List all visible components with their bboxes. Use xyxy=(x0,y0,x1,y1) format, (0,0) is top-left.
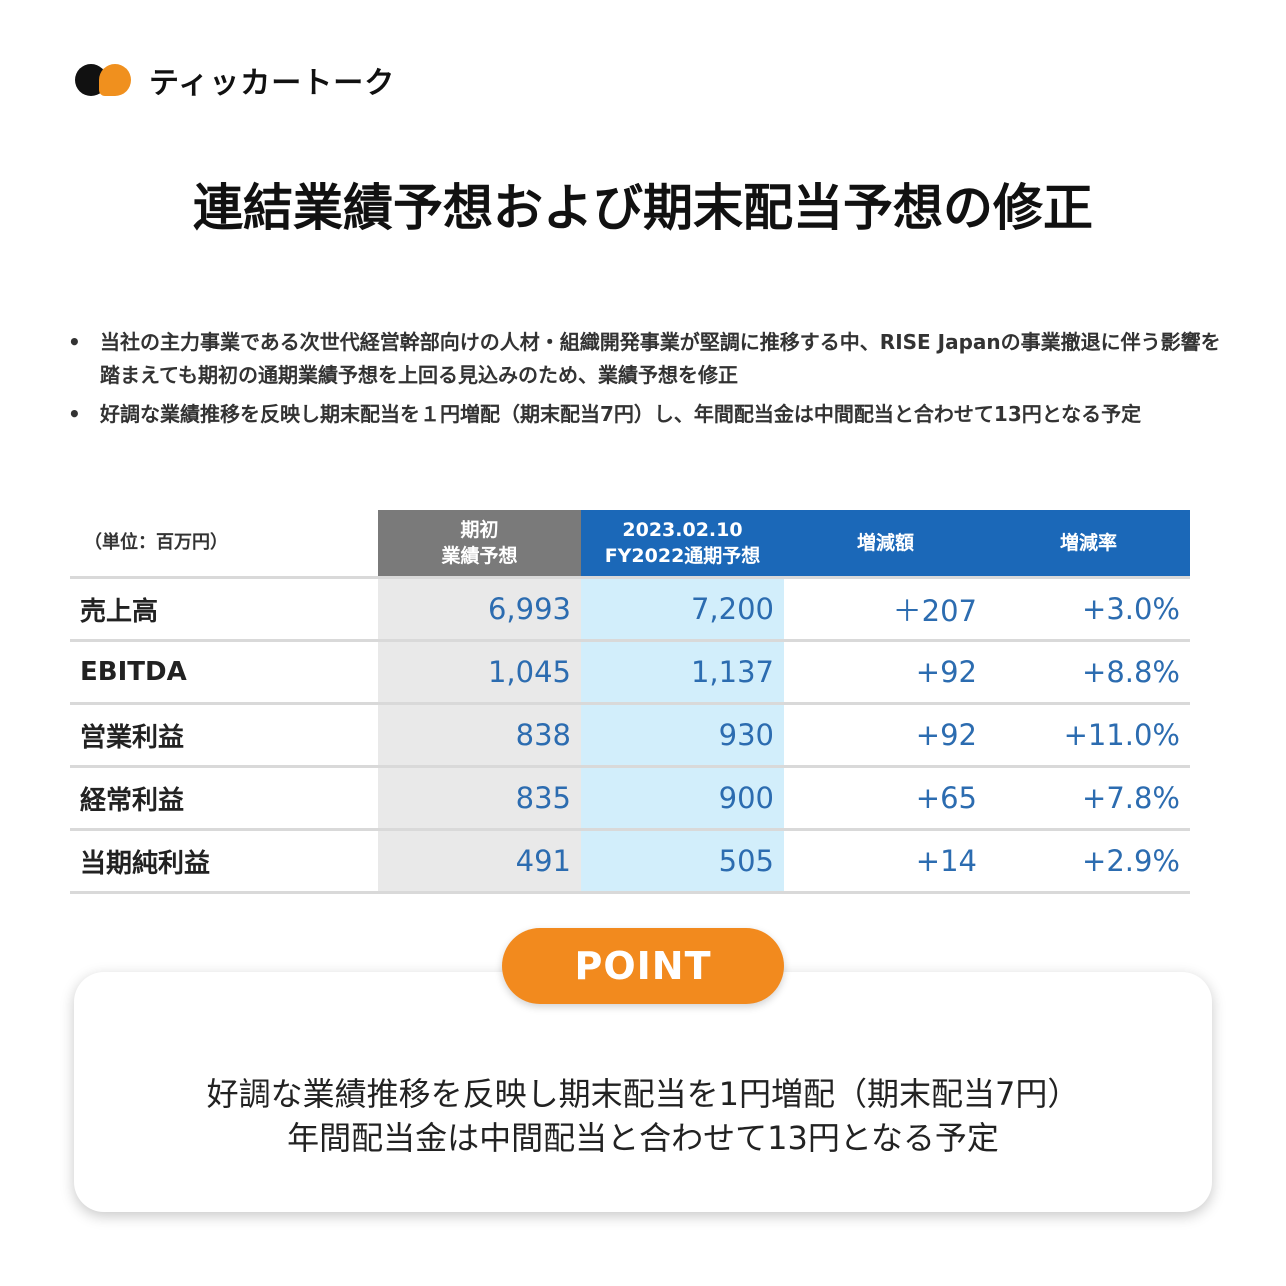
table-row: 経常利益 835 900 +65 +7.8% xyxy=(70,765,1190,828)
change-rate: +2.9% xyxy=(1082,844,1180,878)
point-text: 好調な業績推移を反映し期末配当を1円増配（期末配当7円） 年間配当金は中間配当と… xyxy=(74,1072,1212,1160)
page-title: 連結業績予想および期末配当予想の修正 xyxy=(193,179,1093,237)
header-change-rate: 増減率 xyxy=(987,510,1190,576)
point-card xyxy=(74,972,1212,1212)
bullet-icon: • xyxy=(68,402,81,426)
change-amount: +92 xyxy=(915,655,977,689)
initial-value: 838 xyxy=(378,705,581,765)
table-row: 営業利益 838 930 +92 +11.0% xyxy=(70,702,1190,765)
unit-label: （単位：百万円） xyxy=(84,532,228,553)
row-label: EBITDA xyxy=(80,657,187,687)
change-amount: +92 xyxy=(915,718,977,752)
table-header: （単位：百万円） 期初 業績予想 2023.02.10 FY2022通期予想 増減額… xyxy=(70,510,1190,576)
change-rate: +3.0% xyxy=(1082,592,1180,626)
row-label: 当期純利益 xyxy=(80,848,211,879)
point-badge: POINT xyxy=(502,928,784,1004)
change-amount: +65 xyxy=(915,781,977,815)
row-label: 営業利益 xyxy=(80,722,185,753)
initial-value: 835 xyxy=(378,768,581,828)
revised-value: 900 xyxy=(581,768,784,828)
brand-name: ティッカートーク xyxy=(149,66,396,101)
bullet-text: 当社の主力事業である次世代経営幹部向けの人材・組織開発事業が堅調に推移する中、R… xyxy=(100,330,1221,387)
change-rate: +11.0% xyxy=(1063,718,1180,752)
table-row: 売上高 6,993 7,200 ＋207 +3.0% xyxy=(70,576,1190,639)
point-line: 年間配当金は中間配当と合わせて13円となる予定 xyxy=(287,1119,999,1157)
row-label: 経常利益 xyxy=(80,785,185,816)
revised-value: 1,137 xyxy=(581,642,784,702)
change-amount: ＋207 xyxy=(892,594,977,628)
header-change-amount: 増減額 xyxy=(784,510,987,576)
header-initial-forecast: 期初 業績予想 xyxy=(378,510,581,576)
bullet-icon: • xyxy=(68,330,81,354)
initial-value: 6,993 xyxy=(378,579,581,639)
header-revised-forecast: 2023.02.10 FY2022通期予想 xyxy=(581,510,784,576)
list-item: • 当社の主力事業である次世代経営幹部向けの人材・組織開発事業が堅調に推移する中… xyxy=(68,326,1238,392)
initial-value: 491 xyxy=(378,831,581,891)
revised-value: 7,200 xyxy=(581,579,784,639)
change-rate: +7.8% xyxy=(1082,781,1180,815)
list-item: • 好調な業績推移を反映し期末配当を１円増配（期末配当7円）し、年間配当金は中間… xyxy=(68,398,1238,431)
revised-value: 505 xyxy=(581,831,784,891)
logo-icon xyxy=(75,60,135,100)
change-amount: +14 xyxy=(915,844,977,878)
forecast-table: （単位：百万円） 期初 業績予想 2023.02.10 FY2022通期予想 増減額… xyxy=(70,510,1190,894)
summary-bullets: • 当社の主力事業である次世代経営幹部向けの人材・組織開発事業が堅調に推移する中… xyxy=(68,326,1238,437)
bullet-text: 好調な業績推移を反映し期末配当を１円増配（期末配当7円）し、年間配当金は中間配当… xyxy=(100,402,1142,426)
revised-value: 930 xyxy=(581,705,784,765)
table-row: EBITDA 1,045 1,137 +92 +8.8% xyxy=(70,639,1190,702)
brand-logo: ティッカートーク xyxy=(75,58,395,102)
point-line: 好調な業績推移を反映し期末配当を1円増配（期末配当7円） xyxy=(206,1075,1080,1113)
table-row: 当期純利益 491 505 +14 +2.9% xyxy=(70,828,1190,894)
row-label: 売上高 xyxy=(80,596,159,627)
change-rate: +8.8% xyxy=(1082,655,1180,689)
initial-value: 1,045 xyxy=(378,642,581,702)
